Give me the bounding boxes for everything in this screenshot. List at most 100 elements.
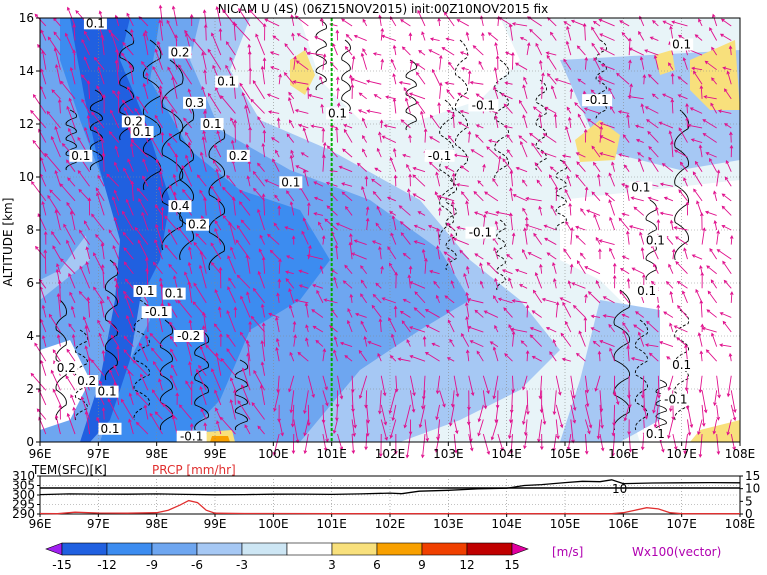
wind-vector	[519, 140, 528, 158]
colorbar-box	[331, 542, 378, 556]
wind-vector	[187, 261, 193, 274]
wind-vector	[682, 57, 688, 70]
wind-vector	[52, 349, 61, 362]
wind-vector	[678, 189, 688, 202]
wind-vector	[529, 132, 542, 143]
wind-vector	[434, 191, 440, 202]
wind-vector	[451, 172, 456, 187]
wind-vector	[584, 56, 589, 70]
wind-vector	[169, 335, 178, 347]
wind-vector	[529, 334, 542, 347]
contour-label-bg	[670, 38, 694, 51]
wind-vector	[641, 375, 645, 399]
wind-vector	[106, 173, 120, 187]
wind-vector	[668, 62, 674, 70]
wind-vector	[365, 419, 370, 437]
wind-vector	[729, 144, 734, 158]
wind-vector	[229, 56, 236, 70]
wind-vector	[549, 351, 557, 362]
wind-vector	[506, 134, 513, 143]
wind-vector	[699, 350, 704, 362]
wind-vector	[409, 355, 426, 362]
wind-vector	[555, 419, 560, 440]
wind-vector	[113, 216, 120, 231]
wind-vector	[413, 224, 426, 231]
x-tick-label: 100E	[258, 447, 289, 461]
wind-vector	[591, 145, 601, 158]
wind-vector	[301, 230, 309, 245]
wind-vector	[467, 390, 471, 411]
wind-vector	[152, 360, 163, 376]
wind-vector	[520, 340, 528, 347]
wind-vector	[591, 42, 601, 56]
wind-vector	[276, 292, 280, 303]
wind-vector	[712, 419, 718, 435]
wind-vector	[608, 323, 615, 333]
wind-vector	[446, 109, 455, 114]
wind-vector	[344, 46, 353, 56]
wind-vector	[599, 390, 604, 413]
wind-vector	[65, 375, 76, 391]
wind-vector	[199, 151, 207, 172]
wind-vector	[525, 304, 530, 318]
wind-vector	[112, 90, 120, 100]
colorbar-tick-label: -3	[236, 558, 248, 572]
wind-vector	[46, 110, 61, 129]
wind-vector	[30, 372, 47, 391]
wind-vector	[438, 206, 442, 216]
contour-line	[208, 119, 226, 271]
wind-vector	[100, 242, 105, 260]
wind-vector	[424, 351, 440, 362]
wind-vector	[158, 19, 163, 41]
wind-vector	[710, 102, 718, 114]
wind-vector	[597, 74, 602, 85]
colorbar-box	[421, 542, 468, 556]
wind-vector	[123, 290, 134, 304]
wind-vector	[673, 226, 688, 231]
wind-vector	[349, 74, 353, 85]
wind-vector	[717, 109, 732, 114]
wind-vector	[56, 263, 61, 274]
wind-vector	[631, 267, 644, 275]
wind-vector	[721, 193, 732, 202]
contour-line	[405, 59, 417, 131]
wind-vector	[388, 390, 397, 415]
wind-vector	[207, 48, 222, 70]
wind-vector	[135, 391, 149, 406]
wind-vector	[539, 263, 543, 274]
wind-vector	[510, 327, 528, 333]
wind-vector	[447, 319, 455, 333]
wind-vector	[215, 407, 222, 420]
wind-vector	[201, 325, 207, 347]
contour-label-bg	[69, 149, 93, 162]
wind-vector	[439, 390, 446, 408]
wind-vector	[86, 296, 91, 318]
temperature-tick-label: 290	[12, 507, 35, 521]
wind-vector	[192, 38, 207, 56]
contour-label-bg	[173, 330, 204, 342]
contour-line	[179, 99, 195, 261]
wind-vector	[526, 390, 530, 416]
wind-vector	[465, 349, 470, 362]
wind-vector	[41, 200, 47, 216]
wind-vector	[535, 42, 543, 56]
wind-vector	[403, 404, 411, 429]
wind-vector	[598, 77, 615, 85]
wind-vector	[272, 433, 280, 456]
wind-vector	[651, 93, 659, 100]
wind-vector	[286, 255, 294, 260]
wind-vector	[185, 131, 193, 143]
wind-vector	[322, 390, 329, 407]
wind-vector	[522, 84, 528, 99]
wind-vector	[465, 200, 470, 216]
wind-vector	[126, 314, 134, 333]
wind-vector	[592, 161, 601, 172]
wind-vector	[452, 237, 469, 245]
wind-vector	[640, 103, 645, 114]
wind-vector	[228, 221, 236, 245]
wind-vector	[70, 305, 76, 318]
contour-line	[55, 299, 67, 421]
wind-vector	[706, 309, 717, 318]
wind-vector	[463, 272, 470, 289]
sub-x-tick-label: 103E	[433, 517, 464, 531]
